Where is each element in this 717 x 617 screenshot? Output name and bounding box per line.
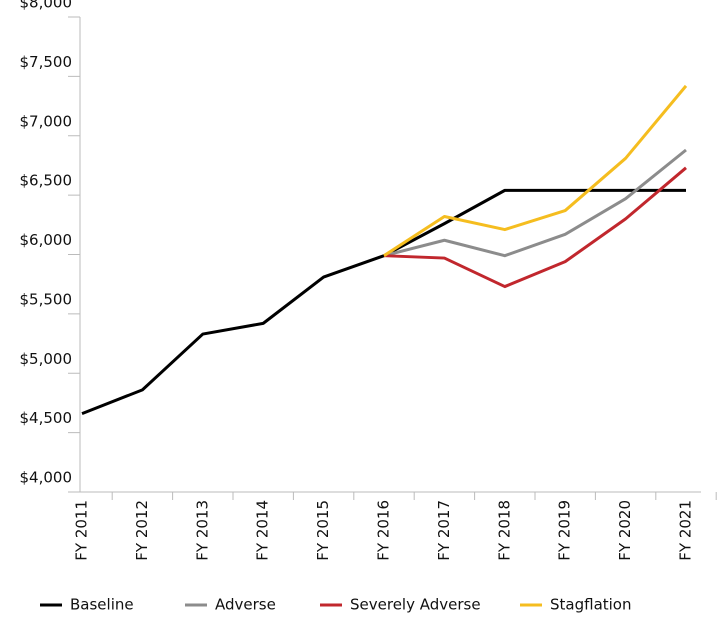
series-line [383,166,687,289]
series-line [383,148,687,258]
legend-label: Baseline [70,596,134,614]
x-tick-label: FY 2016 [375,500,393,561]
x-tick-label: FY 2014 [254,500,272,561]
x-tick-label: FY 2012 [133,500,151,561]
legend-label: Stagflation [550,596,632,614]
x-tick-label: FY 2013 [193,500,211,561]
y-tick-label: $6,500 [20,172,73,190]
legend-label: Adverse [215,596,276,614]
x-tick-label: FY 2017 [435,500,453,561]
y-tick-label: $7,500 [20,53,73,71]
series-line [81,188,686,416]
y-tick-label: $4,000 [20,469,73,487]
x-tick-label: FY 2019 [556,500,574,561]
x-tick-label: FY 2021 [677,500,695,561]
x-tick-label: FY 2018 [495,500,513,561]
series-line [383,84,688,257]
legend-label: Severely Adverse [350,596,481,614]
y-tick-label: $4,500 [20,409,73,427]
y-tick-label: $5,000 [20,350,73,368]
y-tick-label: $7,000 [20,112,73,130]
x-tick-label: FY 2020 [616,500,634,561]
y-tick-label: $5,500 [20,290,73,308]
x-tick-label: FY 2015 [314,500,332,561]
y-tick-label: $6,000 [20,231,73,249]
y-tick-label: $8,000 [20,0,73,12]
x-tick-label: FY 2011 [73,500,91,561]
